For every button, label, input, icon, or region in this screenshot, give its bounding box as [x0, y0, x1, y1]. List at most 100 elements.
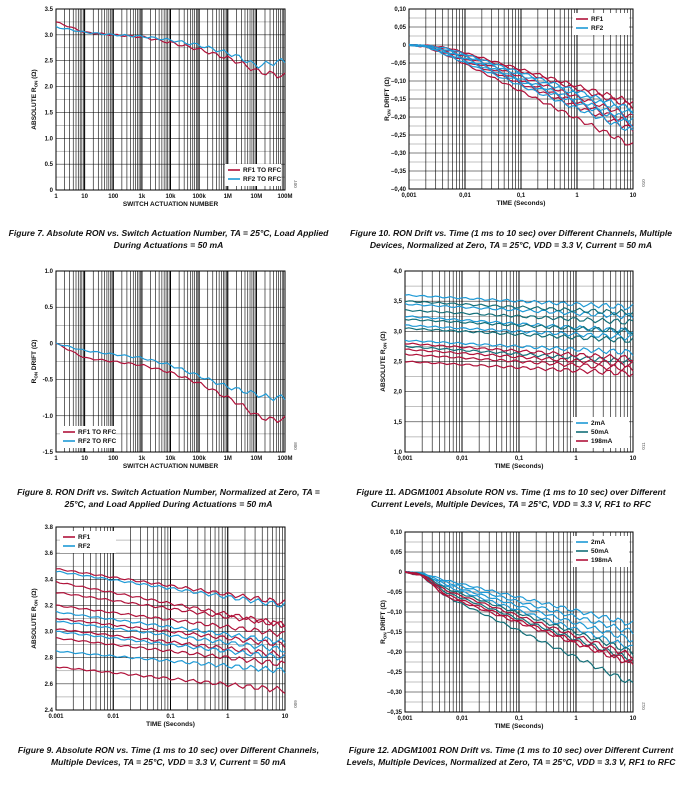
fig8-xtick: 10M: [251, 456, 263, 462]
fig9-xtick: 0.001: [48, 714, 64, 720]
fig11-xtick: 0,01: [456, 456, 468, 462]
fig10-ytick: –0,05: [391, 61, 407, 67]
fig9-series-0: [55, 568, 286, 606]
fig12-series-5: [404, 571, 634, 663]
fig7-yaxis-label: ABSOLUTE RON (Ω): [31, 69, 39, 129]
fig9-series-4: [55, 617, 286, 649]
fig9-ytick: 3.2: [45, 603, 54, 609]
fig8-frame: [55, 270, 286, 453]
fig7-xtick: 100k: [192, 194, 206, 200]
fig12-yaxis-label: RON DRIFT (Ω): [380, 600, 388, 644]
fig7-frame: [55, 8, 286, 191]
fig10-xtick: 0,001: [401, 193, 417, 199]
fig11-series-2: [404, 315, 634, 335]
fig10-ytick: –0,25: [391, 133, 407, 139]
fig10-ytick: –0,40: [391, 187, 407, 193]
fig7-legend-label: RF2 TO RFC: [243, 176, 281, 183]
fig11-series-10: [405, 342, 633, 362]
fig12-ytick: –0,30: [387, 690, 403, 696]
caption-fig11: Figure 11. ADGM1001 Absolute RON vs. Tim…: [356, 487, 666, 509]
fig10-ytick: 0,05: [394, 25, 406, 31]
fig9-ytick: 3.4: [45, 577, 54, 583]
fig12-ytick: 0,05: [390, 550, 402, 556]
fig7-ytick: 2.5: [45, 59, 54, 65]
fig12-ytick: –0,35: [387, 710, 403, 716]
fig8-xtick: 100M: [277, 456, 292, 462]
fig10-xtick: 10: [630, 193, 637, 199]
fig9-legend-label: RF1: [78, 534, 91, 541]
fig7-series-1: [55, 26, 286, 69]
fig11-xtick: 1: [574, 456, 578, 462]
fig12-xtick: 1: [574, 716, 578, 722]
fig12-xtick: 10: [630, 716, 637, 722]
fig7-xtick: 10: [81, 194, 88, 200]
fig8-yaxis-label: RON DRIFT (Ω): [31, 340, 39, 384]
fig10-plot: –0,40 –0,35 –0,30 –0,25 –0,20 –0,15 –0,10 –0,05…: [384, 7, 646, 207]
fig8-xtick: 10k: [165, 456, 176, 462]
fig7-ytick: 1.0: [45, 136, 54, 142]
fig12-xtick: 0,01: [456, 716, 468, 722]
fig12-ytick: –0,20: [387, 650, 403, 656]
fig12-frame: [404, 531, 634, 713]
fig12-ytick: –0,15: [387, 630, 403, 636]
fig11-legend-label: 198mA: [591, 438, 613, 445]
fig11-series-7: [404, 318, 634, 335]
fig10-ytick: 0,10: [394, 7, 406, 13]
fig11-ytick: 3,0: [394, 329, 403, 335]
fig12-series-0: [404, 570, 634, 626]
fig9-series-8: [55, 570, 286, 608]
fig9-series-9: [55, 610, 286, 645]
fig9-xaxis-label: TIME (Seconds): [146, 721, 195, 728]
fig7-xtick: 1k: [139, 194, 146, 200]
fig9-ytick: 3.8: [45, 525, 54, 531]
fig7-ytick: 1.5: [45, 110, 54, 116]
fig12-legend: 2mA 50mA 198mA: [573, 536, 629, 567]
fig10-legend-label: RF2: [591, 25, 604, 32]
fig11-series-1: [404, 303, 634, 320]
fig12-series-4: [404, 571, 634, 656]
fig11-legend: 2mA 50mA 198mA: [573, 417, 629, 448]
fig10-series-10: [408, 43, 634, 113]
fig10-series-8: [408, 43, 634, 122]
fig7-xtick: 1: [54, 194, 58, 200]
fig11-series-8: [404, 327, 634, 343]
fig10-xaxis-label: TIME (Seconds): [497, 200, 546, 207]
fig7-xtick: 10k: [165, 194, 176, 200]
fig9-xtick: 10: [282, 714, 289, 720]
fig10-xtick: 0,1: [517, 193, 526, 199]
fig12-ytick: –0,05: [387, 590, 403, 596]
fig12-ytick: 0,10: [390, 530, 402, 536]
fig9-xtick: 1: [226, 714, 230, 720]
fig11-series-12: [404, 353, 634, 372]
fig9-series-1: [55, 580, 286, 628]
fig9-series-5: [55, 628, 286, 659]
fig9-series-12: [55, 650, 286, 674]
fig8-xtick: 10: [81, 456, 88, 462]
fig9-ytick: 3.0: [45, 630, 54, 636]
fig9-ytick: 2.4: [45, 708, 54, 714]
fig11-yaxis-label: ABSOLUTE RON (Ω): [380, 331, 388, 391]
fig12-legend-label: 2mA: [591, 539, 605, 546]
fig10-ytick: –0,35: [391, 169, 407, 175]
fig8-ytick: 0: [50, 341, 54, 347]
fig10-ytick: –0,10: [391, 79, 407, 85]
fig8-ytick: 1.0: [45, 269, 54, 275]
fig12-figure-number: 012: [641, 702, 646, 710]
fig7-xtick: 100M: [277, 194, 292, 200]
caption-fig10: Figure 10. RON Drift vs. Time (1 ms to 1…: [349, 228, 673, 250]
fig8-xtick: 1k: [139, 456, 146, 462]
fig7-legend: RF1 TO RFC RF2 TO RFC: [225, 164, 281, 186]
fig7-ytick: 0.5: [45, 162, 54, 168]
fig11-ytick: 2,0: [394, 390, 403, 396]
fig8-xtick: 100: [108, 456, 119, 462]
fig8-plot: -1.5 -1.0 -0.5 0 0.5 1.0 1 10 100 1k 10k 100k 1M 10M 1…: [31, 269, 298, 470]
fig11-figure-number: 011: [641, 442, 646, 450]
fig11-legend-label: 50mA: [591, 429, 609, 436]
fig9-legend-label: RF2: [78, 543, 91, 550]
fig8-legend-label: RF2 TO RFC: [78, 438, 116, 445]
fig7-xtick: 100: [108, 194, 119, 200]
fig9-yaxis-label: ABSOLUTE RON (Ω): [31, 588, 39, 648]
fig8-series-0: [55, 342, 286, 423]
